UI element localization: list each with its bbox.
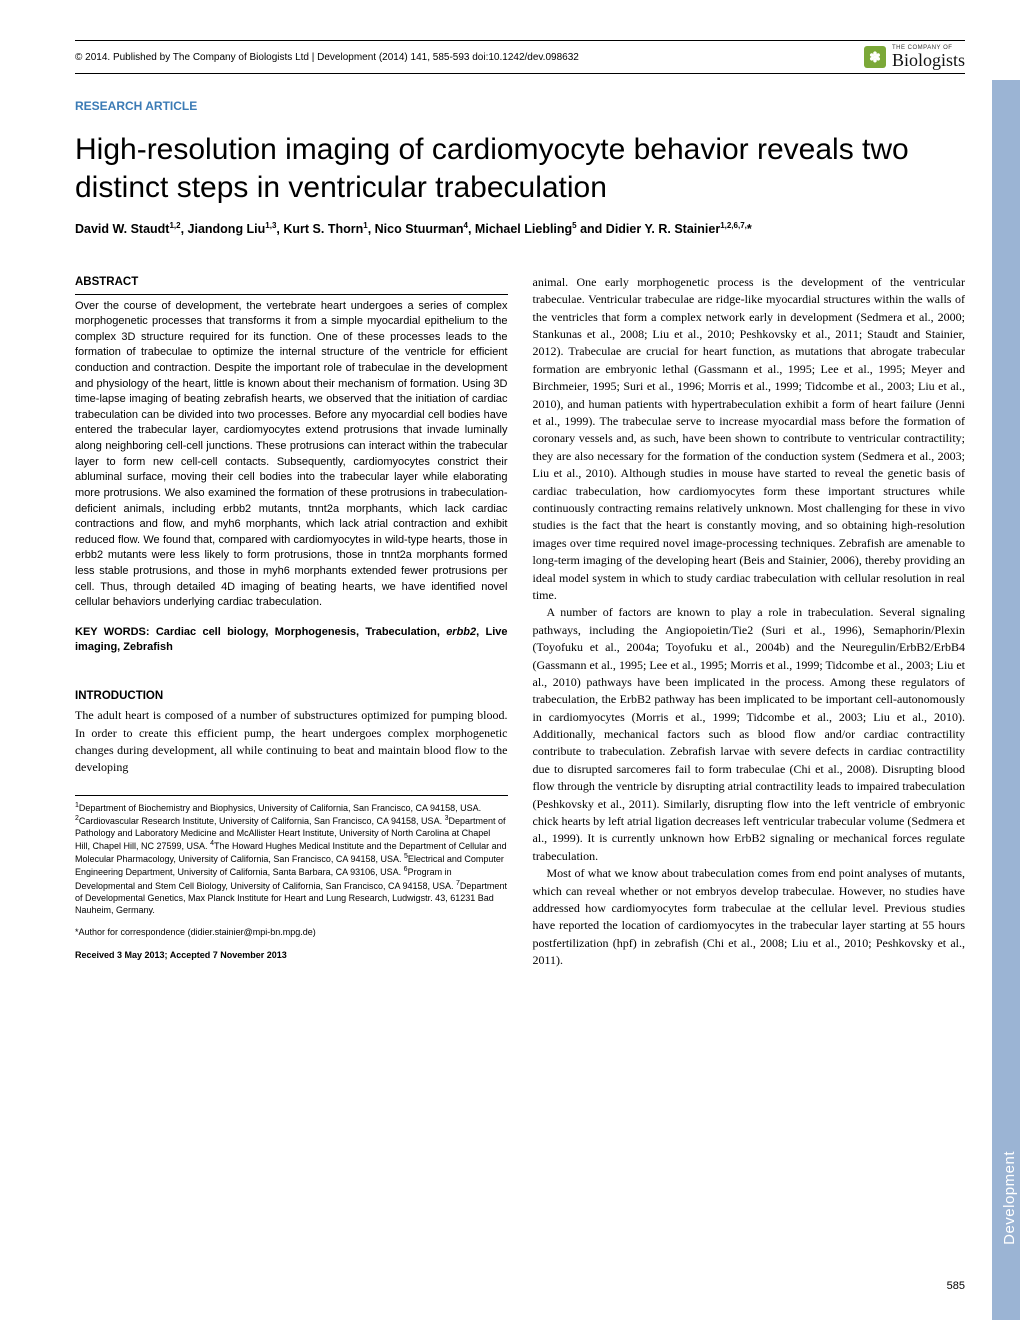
copyright-text: © 2014. Published by The Company of Biol… [75,52,579,63]
header-bar: © 2014. Published by The Company of Biol… [75,40,965,74]
side-tab-label: Development [1001,1151,1018,1245]
keywords: KEY WORDS: Cardiac cell biology, Morphog… [75,625,508,656]
received-dates: Received 3 May 2013; Accepted 7 November… [75,949,508,962]
affiliations: 1Department of Biochemistry and Biophysi… [75,801,508,916]
abstract-heading: ABSTRACT [75,274,508,291]
keywords-label: KEY WORDS: [75,626,156,638]
journal-side-tab: Development [992,80,1020,1320]
correspondence: *Author for correspondence (didier.stain… [75,926,508,939]
body-paragraph-1: animal. One early morphogenetic process … [533,274,966,604]
two-column-body: ABSTRACT Over the course of development,… [75,274,965,970]
intro-text: The adult heart is composed of a number … [75,707,508,777]
abstract-rule [75,294,508,295]
introduction-heading: INTRODUCTION [75,688,508,705]
right-column: animal. One early morphogenetic process … [533,274,966,970]
article-type: RESEARCH ARTICLE [75,99,965,113]
affiliation-rule [75,795,508,796]
abstract-text: Over the course of development, the vert… [75,299,508,611]
body-paragraph-2: A number of factors are known to play a … [533,604,966,865]
author-list: David W. Staudt1,2, Jiandong Liu1,3, Kur… [75,220,965,239]
page-number: 585 [947,1280,965,1292]
intro-paragraph-1: The adult heart is composed of a number … [75,707,508,777]
article-title: High-resolution imaging of cardiomyocyte… [75,131,965,206]
publisher-logo: ✽ THE COMPANY OF Biologists [864,45,965,69]
logo-text: Biologists [892,51,965,69]
logo-text-wrap: THE COMPANY OF Biologists [892,45,965,69]
body-paragraph-3: Most of what we know about trabeculation… [533,865,966,969]
logo-icon: ✽ [864,46,886,68]
left-column: ABSTRACT Over the course of development,… [75,274,508,970]
